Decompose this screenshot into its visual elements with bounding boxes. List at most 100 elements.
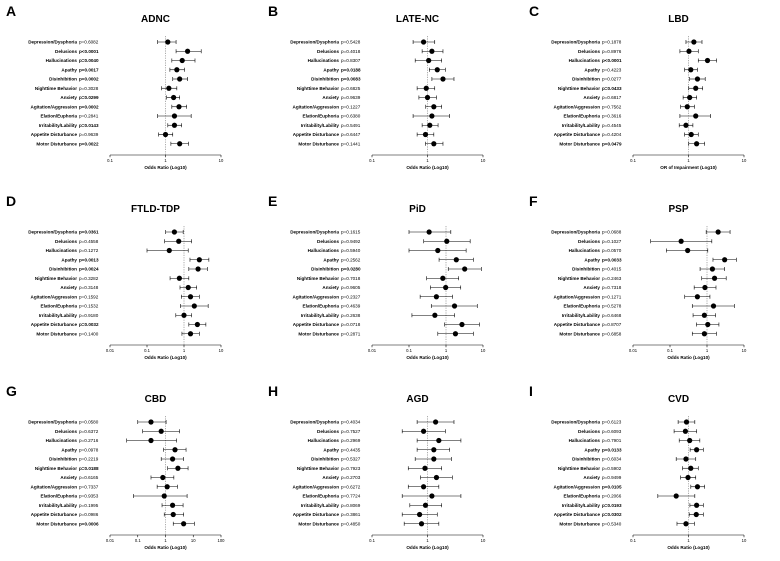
p-value: p=0.2841 — [79, 114, 99, 119]
row-label: Motor Disturbance — [559, 521, 600, 526]
panel-letter: B — [268, 3, 278, 19]
x-axis-label: Odds Ratio (Log10) — [667, 545, 710, 550]
odds-ratio-point — [685, 247, 691, 254]
odds-ratio-point — [176, 238, 182, 244]
p-value: p=0.0133 — [602, 447, 622, 452]
p-value: p=0.6165 — [79, 475, 99, 480]
row-label: Depression/Dysphoria — [551, 420, 600, 425]
p-value: p=0.8307 — [341, 58, 361, 63]
panel-d: D FTLD-TDP Depression/Dysphoria p=0.0361Del… — [6, 193, 224, 360]
p-value: p<0.0001 — [602, 58, 622, 63]
p-value: p=0.0017 — [79, 67, 99, 72]
p-value: p=0.0022 — [79, 141, 99, 146]
row-label: Depression/Dysphoria — [28, 40, 77, 45]
row-label: Hallucinations — [569, 58, 601, 63]
x-tick-label: 10 — [742, 158, 747, 163]
odds-ratio-point — [176, 275, 182, 281]
p-value: p=0.0986 — [79, 512, 99, 517]
odds-ratio-point — [688, 67, 694, 73]
odds-ratio-point — [166, 85, 172, 91]
p-value: p=0.0083 — [341, 77, 361, 82]
panel-title: CBD — [145, 394, 167, 405]
p-value: p=0.1441 — [341, 141, 361, 146]
row-label: Delusions — [55, 429, 77, 434]
odds-ratio-point — [176, 104, 182, 110]
row-label: Appetite Disturbance — [293, 512, 340, 517]
p-value: p=0.6817 — [602, 95, 622, 100]
p-value: p=0.5940 — [341, 248, 361, 253]
panel-letter: I — [529, 383, 533, 399]
panel-a: A ADNC Depression/Dysphoria p=0.6082Delusio… — [6, 3, 224, 170]
odds-ratio-point — [184, 48, 191, 54]
p-value: p=0.4015 — [602, 267, 622, 272]
p-value: p=0.5327 — [341, 457, 361, 462]
p-value: p=0.2716 — [79, 438, 99, 443]
x-tick-label: 0.01 — [106, 538, 115, 543]
row-label: Hallucinations — [308, 58, 340, 63]
row-label: Irritability/Lability — [301, 123, 340, 128]
odds-ratio-point — [420, 428, 427, 434]
row-label: Elation/Euphoria — [564, 114, 601, 119]
p-value: p=0.2327 — [341, 294, 361, 299]
row-label: Irritability/Lability — [301, 313, 340, 318]
row-label: Appetite Disturbance — [293, 322, 340, 327]
row-label: Elation/Euphoria — [303, 114, 340, 119]
odds-ratio-point — [693, 511, 699, 518]
row-label: Anxiety — [583, 475, 600, 480]
p-value: p=0.1227 — [341, 104, 361, 109]
p-value: p=0.0143 — [79, 123, 99, 128]
p-value: p=0.6123 — [602, 420, 622, 425]
panel-g: G CBD Depression/Dysphoria p=0.0580Delusion… — [6, 383, 225, 550]
odds-ratio-point — [701, 312, 707, 318]
p-value: p=0.7337 — [79, 484, 99, 489]
row-label: Delusions — [55, 49, 77, 54]
p-value: p=0.0188 — [79, 466, 99, 471]
odds-ratio-point — [170, 511, 176, 518]
odds-ratio-point — [693, 113, 699, 119]
p-value: p=0.6093 — [602, 429, 622, 434]
x-tick-label: 0.1 — [144, 348, 150, 353]
row-label: Apathy — [323, 67, 339, 72]
odds-ratio-point — [148, 437, 154, 444]
p-value: p=0.5278 — [602, 304, 622, 309]
p-value: p=0.7923 — [341, 466, 361, 471]
x-tick-label: 10 — [481, 348, 486, 353]
row-label: Appetite Disturbance — [31, 132, 78, 137]
x-tick-label: 100 — [218, 538, 226, 543]
row-label: Disinhibition — [572, 457, 600, 462]
row-label: Apathy — [323, 447, 339, 452]
p-value: p=0.8069 — [341, 503, 361, 508]
odds-ratio-point — [702, 284, 708, 291]
row-label: Appetite Disturbance — [31, 322, 78, 327]
row-label: Elation/Euphoria — [564, 494, 601, 499]
row-label: Anxiety — [60, 95, 77, 100]
p-value: p=0.5340 — [602, 521, 622, 526]
row-label: Depression/Dysphoria — [290, 40, 339, 45]
panel-letter: D — [6, 193, 16, 209]
panel-c: C LBD Depression/Dysphoria p=0.1878Delusion… — [529, 3, 747, 170]
row-label: Delusions — [578, 429, 600, 434]
p-value: p=0.0718 — [341, 322, 361, 327]
p-value: p=0.6447 — [341, 132, 361, 137]
x-tick-label: 0.1 — [369, 538, 375, 543]
panel-letter: G — [6, 383, 17, 399]
odds-ratio-point — [418, 521, 425, 527]
x-tick-label: 0.01 — [106, 348, 115, 353]
p-value: p=0.6372 — [79, 429, 99, 434]
p-value: p=0.9639 — [79, 132, 99, 137]
row-label: Agitation/Aggression — [293, 294, 340, 299]
odds-ratio-point — [453, 257, 459, 263]
odds-ratio-point — [169, 502, 176, 508]
row-label: Agitation/Aggression — [554, 484, 601, 489]
odds-ratio-point — [678, 238, 684, 244]
odds-ratio-point — [452, 331, 459, 337]
row-label: Depression/Dysphoria — [28, 420, 77, 425]
row-label: Depression/Dysphoria — [290, 420, 339, 425]
row-label: Motor Disturbance — [36, 521, 77, 526]
panel-title: PSP — [668, 204, 688, 215]
odds-ratio-point — [174, 67, 180, 73]
panel-letter: E — [268, 193, 277, 209]
x-tick-label: 0.1 — [369, 158, 375, 163]
odds-ratio-point — [683, 419, 690, 425]
row-label: Disinhibition — [311, 77, 339, 82]
